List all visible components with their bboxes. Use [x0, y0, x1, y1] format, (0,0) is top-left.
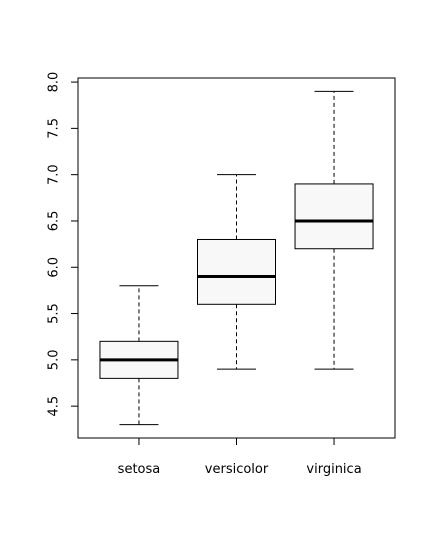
x-tick-label: setosa — [118, 462, 161, 477]
y-tick-label: 7.5 — [47, 118, 62, 139]
y-tick-label: 8.0 — [47, 72, 62, 93]
x-tick-label: versicolor — [205, 462, 269, 477]
y-tick-label: 5.0 — [47, 350, 62, 371]
x-tick-label: virginica — [306, 462, 361, 477]
box — [197, 238, 276, 305]
box — [294, 183, 374, 250]
y-tick-label: 4.5 — [47, 396, 62, 417]
y-tick-label: 6.0 — [47, 257, 62, 278]
y-tick-label: 6.5 — [47, 211, 62, 232]
y-tick-label: 5.5 — [47, 303, 62, 324]
y-tick-label: 7.0 — [47, 164, 62, 185]
